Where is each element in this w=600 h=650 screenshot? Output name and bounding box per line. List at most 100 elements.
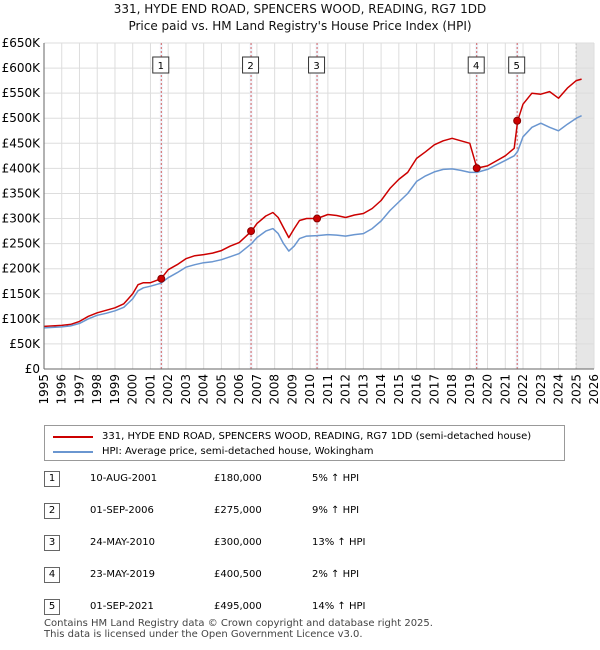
x-tick-label: 2002 bbox=[161, 374, 175, 405]
x-tick-label: 1996 bbox=[55, 374, 69, 405]
sale-hpi-change: 5% ↑ HPI bbox=[312, 473, 360, 484]
x-tick-label: 1997 bbox=[72, 374, 86, 405]
x-tick-label: 2021 bbox=[498, 374, 512, 405]
sale-band bbox=[475, 43, 479, 369]
legend: 331, HYDE END ROAD, SPENCERS WOOD, READI… bbox=[44, 425, 565, 461]
y-tick-label: £300K bbox=[2, 212, 42, 226]
x-tick-label: 2008 bbox=[268, 374, 282, 405]
sale-price: £400,500 bbox=[214, 569, 262, 580]
x-tick-label: 1995 bbox=[37, 374, 51, 405]
sale-date: 10-AUG-2001 bbox=[90, 473, 158, 484]
x-tick-label: 2018 bbox=[445, 374, 459, 405]
sale-band bbox=[315, 43, 319, 369]
sale-price: £495,000 bbox=[214, 601, 262, 612]
sale-number-label: 4 bbox=[473, 61, 479, 72]
y-tick-label: £400K bbox=[2, 161, 42, 175]
sale-price: £300,000 bbox=[214, 537, 262, 548]
x-tick-label: 1998 bbox=[90, 374, 104, 405]
sale-band bbox=[159, 43, 163, 369]
x-tick-label: 2007 bbox=[250, 374, 264, 405]
sale-point bbox=[472, 164, 481, 173]
y-tick-label: £250K bbox=[2, 237, 42, 251]
sale-hpi-change: 9% ↑ HPI bbox=[312, 505, 360, 516]
footer-licence: This data is licensed under the Open Gov… bbox=[44, 629, 363, 640]
sale-number-badge: 4 bbox=[44, 567, 60, 583]
sale-band bbox=[515, 43, 519, 369]
y-tick-label: £600K bbox=[2, 61, 42, 75]
x-tick-label: 2017 bbox=[427, 374, 441, 405]
forecast-shade bbox=[576, 43, 594, 369]
sale-number-badge: 3 bbox=[44, 535, 60, 551]
x-tick-label: 2009 bbox=[285, 374, 299, 405]
x-tick-label: 2013 bbox=[356, 374, 370, 405]
table-row: 4 23-MAY-2019 £400,500 2% ↑ HPI bbox=[44, 567, 444, 585]
y-tick-label: £450K bbox=[2, 136, 42, 150]
sale-number-box bbox=[508, 56, 526, 74]
sale-number-label: 5 bbox=[513, 61, 519, 72]
x-tick-label: 2006 bbox=[232, 374, 246, 405]
y-tick-label: £150K bbox=[2, 287, 42, 301]
sale-number-label: 3 bbox=[313, 61, 319, 72]
x-tick-label: 2010 bbox=[303, 374, 317, 405]
sale-date: 23-MAY-2019 bbox=[90, 569, 156, 580]
footer: Contains HM Land Registry data © Crown c… bbox=[44, 618, 433, 640]
sale-number-label: 2 bbox=[247, 61, 253, 72]
sale-hpi-change: 14% ↑ HPI bbox=[312, 601, 366, 612]
footer-copyright: Contains HM Land Registry data © Crown c… bbox=[44, 618, 433, 629]
sale-number-label: 1 bbox=[158, 61, 164, 72]
x-tick-label: 2019 bbox=[463, 374, 477, 405]
sale-date: 01-SEP-2006 bbox=[90, 505, 154, 516]
x-tick-label: 2025 bbox=[569, 374, 583, 405]
legend-swatch-property bbox=[53, 435, 93, 438]
x-tick-label: 2012 bbox=[339, 374, 353, 405]
legend-label-hpi: HPI: Average price, semi-detached house,… bbox=[102, 446, 374, 457]
sale-number-badge: 2 bbox=[44, 503, 60, 519]
sale-point bbox=[313, 214, 322, 223]
plot-area bbox=[44, 43, 594, 369]
property-price-line bbox=[43, 78, 582, 328]
x-tick-label: 2023 bbox=[534, 374, 548, 405]
table-row: 5 01-SEP-2021 £495,000 14% ↑ HPI bbox=[44, 599, 444, 617]
legend-label-property: 331, HYDE END ROAD, SPENCERS WOOD, READI… bbox=[102, 431, 532, 442]
y-tick-label: £350K bbox=[2, 186, 42, 200]
sale-hpi-change: 13% ↑ HPI bbox=[312, 537, 366, 548]
table-row: 2 01-SEP-2006 £275,000 9% ↑ HPI bbox=[44, 503, 444, 521]
y-tick-label: £550K bbox=[2, 86, 42, 100]
x-tick-label: 2022 bbox=[516, 374, 530, 405]
x-tick-label: 2004 bbox=[197, 374, 211, 405]
sale-point bbox=[247, 227, 256, 236]
sale-number-badge: 1 bbox=[44, 471, 60, 487]
sale-number-badge: 5 bbox=[44, 599, 60, 615]
sale-point bbox=[513, 116, 522, 125]
x-tick-label: 2005 bbox=[214, 374, 228, 405]
x-tick-label: 2020 bbox=[481, 374, 495, 405]
x-tick-label: 2024 bbox=[552, 374, 566, 405]
x-tick-label: 2003 bbox=[179, 374, 193, 405]
y-tick-label: £50K bbox=[9, 337, 41, 351]
sale-number-box bbox=[152, 56, 170, 74]
legend-swatch-hpi bbox=[53, 450, 93, 453]
x-tick-label: 2000 bbox=[126, 374, 140, 405]
x-tick-label: 2001 bbox=[143, 374, 157, 405]
y-tick-label: £100K bbox=[2, 312, 42, 326]
sale-date: 01-SEP-2021 bbox=[90, 601, 154, 612]
sale-number-box bbox=[308, 56, 326, 74]
y-tick-label: £650K bbox=[2, 36, 42, 50]
x-tick-label: 1999 bbox=[108, 374, 122, 405]
sale-number-box bbox=[467, 56, 485, 74]
sale-price: £275,000 bbox=[214, 505, 262, 516]
x-tick-label: 2026 bbox=[587, 374, 600, 405]
sale-hpi-change: 2% ↑ HPI bbox=[312, 569, 360, 580]
table-row: 1 10-AUG-2001 £180,000 5% ↑ HPI bbox=[44, 471, 444, 489]
sale-band bbox=[249, 43, 253, 369]
chart-title: 331, HYDE END ROAD, SPENCERS WOOD, READI… bbox=[114, 2, 487, 16]
x-tick-label: 2015 bbox=[392, 374, 406, 405]
table-row: 3 24-MAY-2010 £300,000 13% ↑ HPI bbox=[44, 535, 444, 553]
y-tick-label: £0 bbox=[25, 362, 40, 376]
sale-point bbox=[157, 274, 166, 283]
sale-date: 24-MAY-2010 bbox=[90, 537, 156, 548]
chart-subtitle: Price paid vs. HM Land Registry's House … bbox=[128, 19, 471, 33]
price-chart: 331, HYDE END ROAD, SPENCERS WOOD, READI… bbox=[2, 2, 600, 405]
y-tick-label: £500K bbox=[2, 111, 42, 125]
sale-number-box bbox=[242, 56, 260, 74]
